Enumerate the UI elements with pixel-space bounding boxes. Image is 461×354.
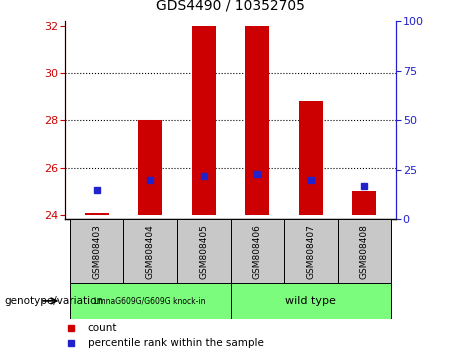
Bar [70, 219, 124, 283]
Bar [284, 219, 337, 283]
Text: LmnaG609G/G609G knock-in: LmnaG609G/G609G knock-in [95, 296, 206, 306]
Bar [337, 219, 391, 283]
Text: wild type: wild type [285, 296, 336, 306]
Bar [192, 26, 216, 215]
Text: GDS4490 / 10352705: GDS4490 / 10352705 [156, 0, 305, 12]
Text: GSM808406: GSM808406 [253, 224, 262, 279]
Text: GSM808403: GSM808403 [92, 224, 101, 279]
Text: count: count [88, 322, 117, 332]
Bar [138, 120, 162, 215]
Text: genotype/variation: genotype/variation [5, 296, 104, 306]
Text: GSM808407: GSM808407 [306, 224, 315, 279]
Bar [299, 102, 323, 215]
Bar [230, 219, 284, 283]
Bar [352, 191, 376, 215]
Text: GSM808404: GSM808404 [146, 224, 155, 279]
Text: percentile rank within the sample: percentile rank within the sample [88, 338, 264, 348]
Bar [124, 219, 177, 283]
Bar [245, 26, 269, 215]
Bar [177, 219, 230, 283]
Text: GSM808408: GSM808408 [360, 224, 369, 279]
Bar [230, 283, 391, 319]
Bar [85, 213, 109, 215]
Bar [70, 283, 230, 319]
Text: GSM808405: GSM808405 [199, 224, 208, 279]
